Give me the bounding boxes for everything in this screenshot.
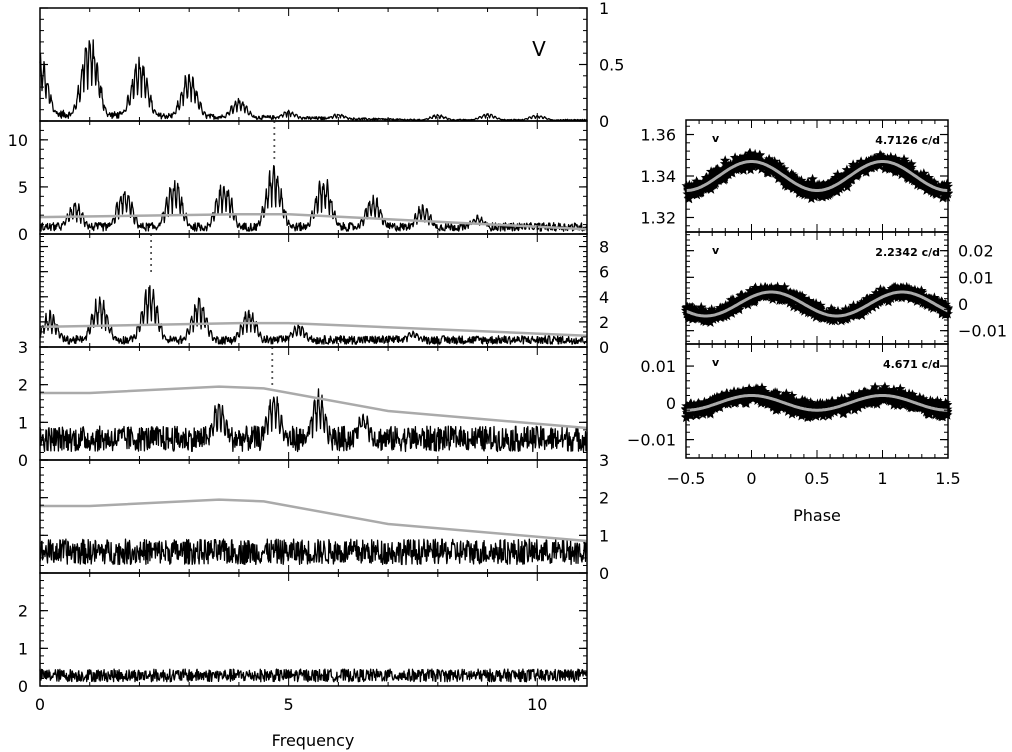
phase-2-frequency-label: 2.2342 c/d: [875, 246, 940, 259]
periodogram-1-ytick-label: 1: [599, 0, 609, 18]
periodogram-3-ytick-label: 6: [599, 263, 609, 282]
periodogram-2-ytick-label: 0: [18, 225, 28, 244]
phase-1-ytick-label: 1.36: [640, 126, 676, 145]
phase-3-ytick-label: 0: [666, 394, 676, 413]
periodogram-4-spectrum: [39, 388, 588, 453]
periodogram-1-annotation: V: [532, 37, 546, 61]
periodogram-3-ytick-label: 4: [599, 288, 609, 307]
periodogram-5-ytick-label: 1: [599, 526, 609, 545]
periodogram-3-frame: [39, 233, 588, 348]
periodogram-5-threshold-curve: [40, 498, 588, 543]
periodogram-5-ytick-label: 2: [599, 489, 609, 508]
periodogram-4-ytick-label: 3: [18, 338, 28, 357]
phase-2-fit-curve: [685, 290, 949, 318]
phase-2-data-points: [681, 281, 954, 327]
periodogram-4-ytick-label: 0: [18, 451, 28, 470]
frequency-axis-label: Frequency: [272, 731, 355, 750]
phase-3-frequency-label: 4.671 c/d: [883, 358, 940, 371]
periodogram-3-ytick-label: 8: [599, 238, 609, 257]
phase-1-band-label: v: [712, 132, 720, 145]
phase-3-xtick-label: 1.5: [935, 469, 960, 488]
phase-3-xtick-label: 1: [877, 469, 887, 488]
periodogram-6-ytick-label: 0: [18, 677, 28, 696]
periodogram-3-ytick-label: 0: [599, 338, 609, 357]
periodogram-2-ytick-label: 5: [18, 178, 28, 197]
phase-1-fit-curve: [686, 160, 948, 192]
periodogram-2-threshold-curve: [39, 212, 588, 231]
phase-axis-label: Phase: [793, 506, 841, 525]
phase-2-band-label: v: [712, 244, 720, 257]
periodogram-4-threshold-curve: [40, 385, 588, 430]
periodogram-1-frame: [39, 7, 588, 122]
phase-2-ytick-label: 0.02: [958, 242, 994, 261]
phase-1-frequency-label: 4.7126 c/d: [875, 134, 940, 147]
periodogram-6-ytick-label: 2: [18, 602, 28, 621]
phase-3-data-points: [680, 381, 953, 423]
periodogram-3-ytick-label: 2: [599, 313, 609, 332]
periodogram-2-spectrum: [39, 164, 588, 232]
phase-3-ytick-label: 0.01: [640, 357, 676, 376]
phase-3-xtick-label: −0.5: [667, 469, 706, 488]
phase-1-ytick-label: 1.34: [640, 167, 676, 186]
phase-3-fit-curve: [686, 394, 948, 412]
periodogram-3-spectrum: [39, 285, 588, 345]
phase-3-xtick-label: 0.5: [804, 469, 829, 488]
periodogram-3-threshold-curve: [39, 321, 588, 337]
phase-3-ytick-label: −0.01: [627, 431, 676, 450]
periodogram-5-ytick-label: 3: [599, 451, 609, 470]
periodogram-2-ytick-label: 10: [8, 131, 28, 150]
periodogram-6-ytick-label: 1: [18, 639, 28, 658]
phase-2-ytick-label: 0.01: [958, 268, 994, 287]
periodogram-4-ytick-label: 2: [18, 376, 28, 395]
periodogram-1-ytick-label: 0: [599, 112, 609, 131]
periodogram-6-xtick-label: 0: [35, 695, 45, 714]
periodogram-6-spectrum: [39, 668, 588, 683]
periodogram-6-xtick-label: 10: [527, 695, 547, 714]
phase-3-band-label: v: [712, 356, 720, 369]
periodogram-6-xtick-label: 5: [284, 695, 294, 714]
periodogram-6-frame: [39, 572, 588, 687]
periodogram-5-ytick-label: 0: [599, 564, 609, 583]
phase-2-ytick-label: −0.01: [958, 322, 1007, 341]
periodogram-1-spectrum: [39, 39, 588, 122]
phase-3-xtick-label: 0: [746, 469, 756, 488]
phase-1-ytick-label: 1.32: [640, 208, 676, 227]
periodogram-5-spectrum: [39, 538, 588, 566]
periodogram-4-ytick-label: 1: [18, 413, 28, 432]
periodogram-1-ytick-label: 0.5: [599, 56, 624, 75]
phase-2-ytick-label: 0: [958, 295, 968, 314]
